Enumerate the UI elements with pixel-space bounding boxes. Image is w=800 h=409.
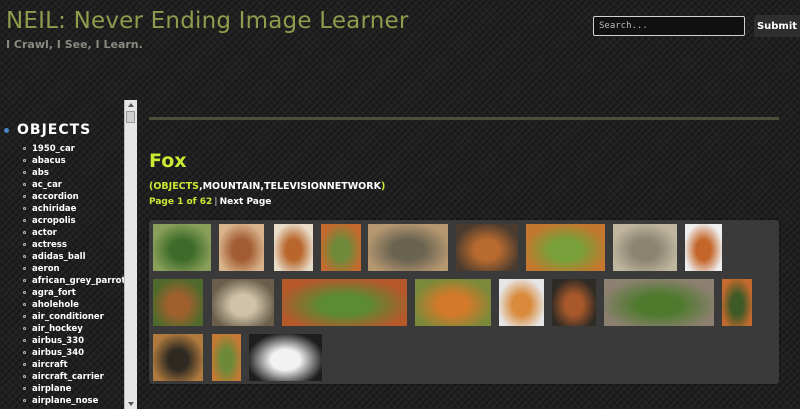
red-fox-standing-photo[interactable] xyxy=(456,224,518,271)
sidebar-list: 1950_car abacus abs ac_car accordion achirida… xyxy=(0,143,124,407)
pale-fox-photo[interactable] xyxy=(212,279,274,326)
fox-sitting-photo[interactable] xyxy=(722,279,752,326)
sidebar-item[interactable]: african_grey_parrot xyxy=(0,275,124,287)
sidebar-item[interactable]: adidas_ball xyxy=(0,251,124,263)
category-list: (OBJECTS,MOUNTAIN,TELEVISIONNETWORK) xyxy=(149,181,386,192)
fox-face-photo[interactable] xyxy=(274,224,313,271)
grey-fox-photo[interactable] xyxy=(368,224,448,271)
search-input[interactable] xyxy=(593,16,745,36)
scroll-up-arrow-icon[interactable] xyxy=(125,100,137,110)
sidebar-item[interactable]: aholehole xyxy=(0,299,124,311)
sidebar-item[interactable]: 1950_car xyxy=(0,143,124,155)
grey-fox-walking-photo[interactable] xyxy=(613,224,677,271)
fox-pouncing-photo[interactable] xyxy=(415,279,491,326)
sidebar-item[interactable]: aeron xyxy=(0,263,124,275)
sidebar-item[interactable]: actor xyxy=(0,227,124,239)
submit-button[interactable]: Submit xyxy=(754,15,800,37)
sidebar-item[interactable]: aircraft_carrier xyxy=(0,371,124,383)
fox-in-grass-photo[interactable] xyxy=(153,224,211,271)
sidebar-section-header: OBJECTS xyxy=(4,122,91,138)
scroll-down-arrow-icon[interactable] xyxy=(125,399,137,409)
sidebar-item[interactable]: acropolis xyxy=(0,215,124,227)
fox-head-grass-photo[interactable] xyxy=(321,224,361,271)
category-link-objects[interactable]: OBJECTS xyxy=(153,181,199,192)
page-title: Fox xyxy=(149,150,187,172)
fox-meadow-photo[interactable] xyxy=(212,334,241,381)
category-link-televisionnetwork[interactable]: TELEVISIONNETWORK xyxy=(263,181,381,192)
fox-snow-photo[interactable] xyxy=(499,279,544,326)
category-link-mountain[interactable]: MOUNTAIN xyxy=(202,181,261,192)
sidebar-item[interactable]: airplane xyxy=(0,383,124,395)
sidebar-item[interactable]: airbus_330 xyxy=(0,335,124,347)
sidebar-item[interactable]: airplane_nose xyxy=(0,395,124,407)
pagination: Page 1 of 62 | Next Page xyxy=(149,197,271,207)
scroll-thumb[interactable] xyxy=(126,111,135,123)
site-tagline: I Crawl, I See, I Learn. xyxy=(6,38,143,51)
fox-lying-photo[interactable] xyxy=(153,279,203,326)
sidebar-item[interactable]: air_hockey xyxy=(0,323,124,335)
sidebar-item[interactable]: air_conditioner xyxy=(0,311,124,323)
sidebar-scrollbar[interactable] xyxy=(124,100,137,409)
arctic-fox-curled-photo[interactable] xyxy=(249,334,322,381)
next-page-link[interactable]: Next Page xyxy=(219,197,272,207)
sidebar-item[interactable]: achiridae xyxy=(0,203,124,215)
pagination-separator: | xyxy=(214,197,218,207)
sidebar-item[interactable]: abs xyxy=(0,167,124,179)
site-title[interactable]: NEIL: Never Ending Image Learner xyxy=(6,8,409,34)
sidebar-item[interactable]: actress xyxy=(0,239,124,251)
fox-dark-photo[interactable] xyxy=(153,334,203,381)
sidebar-item[interactable]: abacus xyxy=(0,155,124,167)
sidebar-item[interactable]: ac_car xyxy=(0,179,124,191)
sidebar-item[interactable]: aircraft xyxy=(0,359,124,371)
bullet-icon xyxy=(4,127,9,133)
fox-running-photo[interactable] xyxy=(526,224,605,271)
sidebar-item[interactable]: agra_fort xyxy=(0,287,124,299)
sidebar-item[interactable]: accordion xyxy=(0,191,124,203)
fox-stretching-photo[interactable] xyxy=(282,279,407,326)
content-divider xyxy=(149,117,779,120)
fox-closeup-photo[interactable] xyxy=(685,224,722,271)
sidebar-item[interactable]: airbus_340 xyxy=(0,347,124,359)
sidebar: OBJECTS 1950_car abacus abs ac_car accordion… xyxy=(0,100,124,409)
grey-fox-grass-photo[interactable] xyxy=(604,279,714,326)
fox-looking-photo[interactable] xyxy=(552,279,596,326)
page-indicator: Page 1 of 62 xyxy=(149,197,213,207)
image-gallery xyxy=(149,220,779,384)
fox-sleeping-photo[interactable] xyxy=(219,224,264,271)
sidebar-section-title: OBJECTS xyxy=(17,122,92,138)
